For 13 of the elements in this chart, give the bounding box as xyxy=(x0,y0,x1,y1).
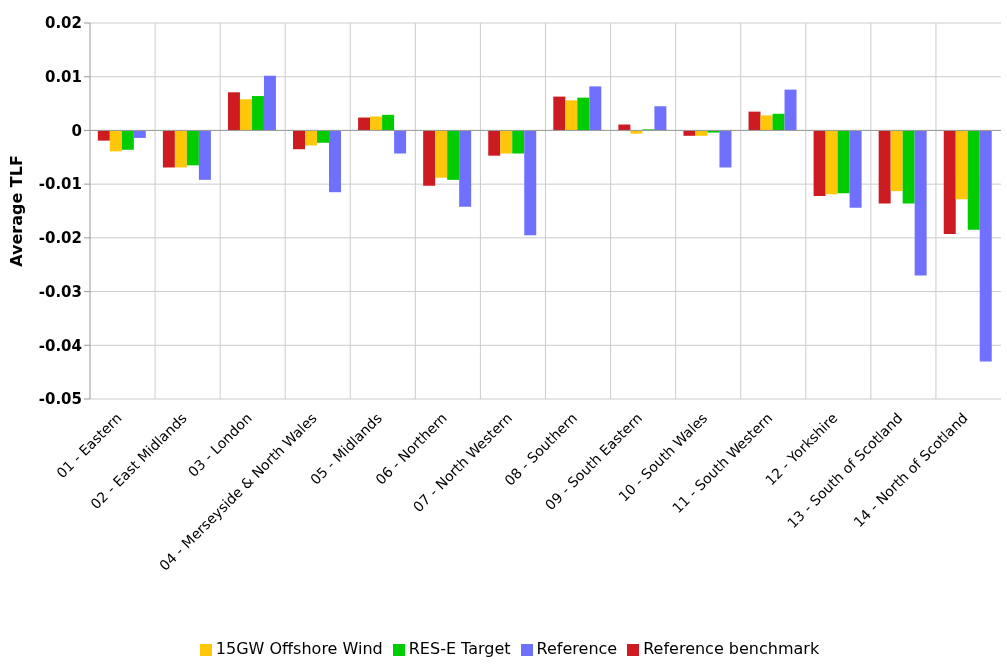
y-tick-label: 0.02 xyxy=(44,14,82,33)
legend-label: RES-E Target xyxy=(408,639,511,658)
y-tick-label: 0.01 xyxy=(44,68,82,87)
y-tick-label: -0.02 xyxy=(38,229,82,248)
y-tick-label: -0.05 xyxy=(38,390,82,409)
y-tick-label: 0 xyxy=(71,121,82,140)
legend-label: Reference xyxy=(536,639,618,658)
y-tick-label: -0.03 xyxy=(38,282,82,301)
y-axis-title: Average TLF xyxy=(6,155,26,267)
legend-label: 15GW Offshore Wind xyxy=(215,639,383,658)
y-tick-label: -0.04 xyxy=(38,336,82,355)
y-tick-label: -0.01 xyxy=(38,175,82,194)
legend-label: Reference benchmark xyxy=(643,639,820,658)
